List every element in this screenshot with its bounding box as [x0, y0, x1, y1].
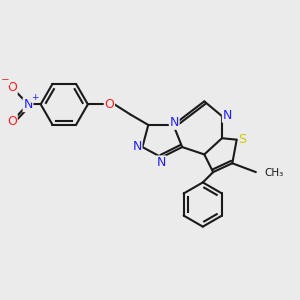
Text: N: N [223, 109, 232, 122]
Text: N: N [169, 116, 179, 129]
Text: N: N [132, 140, 142, 153]
Text: N: N [157, 156, 166, 169]
Text: O: O [7, 115, 17, 128]
Text: N: N [23, 98, 33, 111]
Text: −: − [1, 75, 10, 85]
Text: O: O [104, 98, 114, 111]
Text: S: S [238, 133, 247, 146]
Text: +: + [31, 93, 38, 102]
Text: CH₃: CH₃ [264, 168, 284, 178]
Text: O: O [7, 81, 17, 94]
